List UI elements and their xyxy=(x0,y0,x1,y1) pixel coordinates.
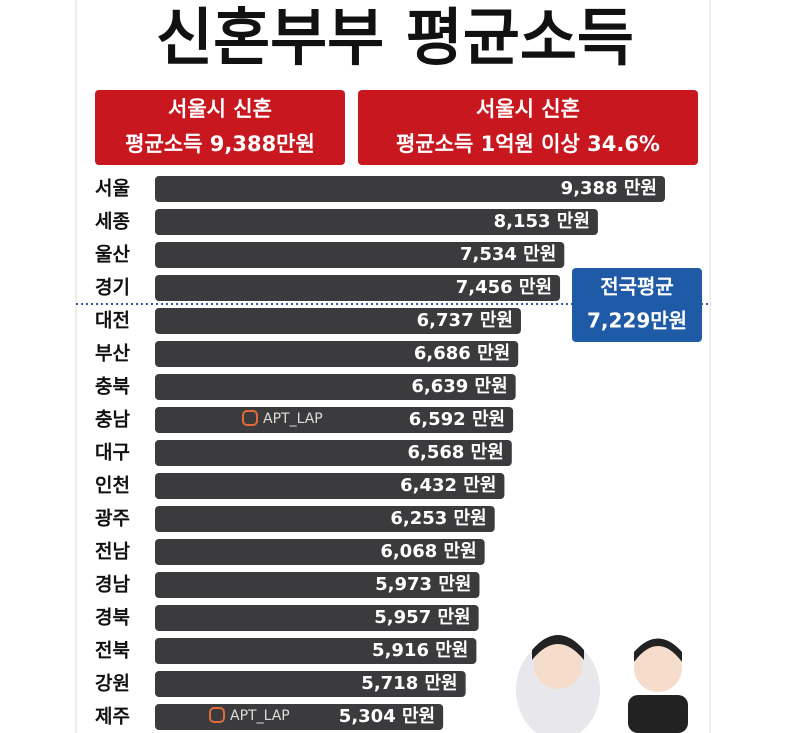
category-label: 광주 xyxy=(95,508,130,530)
category-label: 세종 xyxy=(95,211,130,233)
bar xyxy=(155,671,466,697)
bar xyxy=(155,638,477,664)
category-label: 서울 xyxy=(95,178,130,200)
value-label: 8,153 만원 xyxy=(494,211,590,232)
category-label: 경북 xyxy=(95,607,130,629)
average-title: 전국평균 xyxy=(600,275,674,299)
bar xyxy=(155,506,495,532)
bar xyxy=(155,572,480,598)
groom-emoji xyxy=(628,638,688,733)
value-label: 6,068 만원 xyxy=(380,541,476,562)
value-label: 7,534 만원 xyxy=(460,244,556,265)
value-label: 7,456 만원 xyxy=(456,277,552,298)
bar xyxy=(155,308,521,334)
category-label: 제주 xyxy=(95,706,130,728)
average-box xyxy=(572,268,702,342)
bride-emoji xyxy=(516,635,600,733)
category-label: 대구 xyxy=(95,442,130,464)
value-label: 5,973 만원 xyxy=(375,574,471,595)
category-label: 대전 xyxy=(95,310,130,332)
bar xyxy=(155,341,519,367)
bar xyxy=(155,440,512,466)
info-text: 평균소득 1억원 이상 34.6% xyxy=(396,132,660,156)
bar xyxy=(155,539,485,565)
value-label: 9,388 만원 xyxy=(561,178,657,199)
category-label: 강원 xyxy=(95,673,130,695)
info-text: 평균소득 9,388만원 xyxy=(125,132,315,156)
category-label: 충남 xyxy=(95,409,130,431)
info-box xyxy=(95,90,345,165)
value-label: 6,686 만원 xyxy=(414,343,510,364)
bar xyxy=(155,209,598,235)
value-label: 5,957 만원 xyxy=(374,607,470,628)
value-label: 6,737 만원 xyxy=(417,310,513,331)
value-label: 5,718 만원 xyxy=(361,673,457,694)
category-label: 충북 xyxy=(95,376,130,398)
value-label: 5,916 만원 xyxy=(372,640,468,661)
watermark: APT_LAP xyxy=(230,708,290,724)
watermark: APT_LAP xyxy=(263,411,323,427)
watermark-icon xyxy=(209,707,225,723)
info-box xyxy=(358,90,698,165)
value-label: 6,592 만원 xyxy=(409,409,505,430)
category-label: 부산 xyxy=(95,343,130,365)
category-label: 전남 xyxy=(95,541,130,563)
value-label: 6,568 만원 xyxy=(407,442,503,463)
category-label: 인천 xyxy=(95,475,130,497)
value-label: 6,432 만원 xyxy=(400,475,496,496)
bar xyxy=(155,374,516,400)
category-label: 경남 xyxy=(95,574,130,596)
category-label: 전북 xyxy=(95,640,130,662)
info-text: 서울시 신혼 xyxy=(476,97,580,121)
category-label: 울산 xyxy=(95,244,130,266)
bar xyxy=(155,176,665,202)
value-label: 6,253 만원 xyxy=(390,508,486,529)
title: 신혼부부 평균소득 xyxy=(156,1,634,74)
value-label: 5,304 만원 xyxy=(339,706,435,727)
value-label: 6,639 만원 xyxy=(411,376,507,397)
average-text: 7,229만원 xyxy=(587,309,687,333)
bar xyxy=(155,605,479,631)
watermark-icon xyxy=(242,410,258,426)
bar xyxy=(155,242,565,268)
bar xyxy=(155,275,561,301)
bar xyxy=(155,473,505,499)
bar xyxy=(155,704,444,730)
bar xyxy=(155,407,514,433)
info-text: 서울시 신혼 xyxy=(168,97,272,121)
category-label: 경기 xyxy=(95,277,130,299)
